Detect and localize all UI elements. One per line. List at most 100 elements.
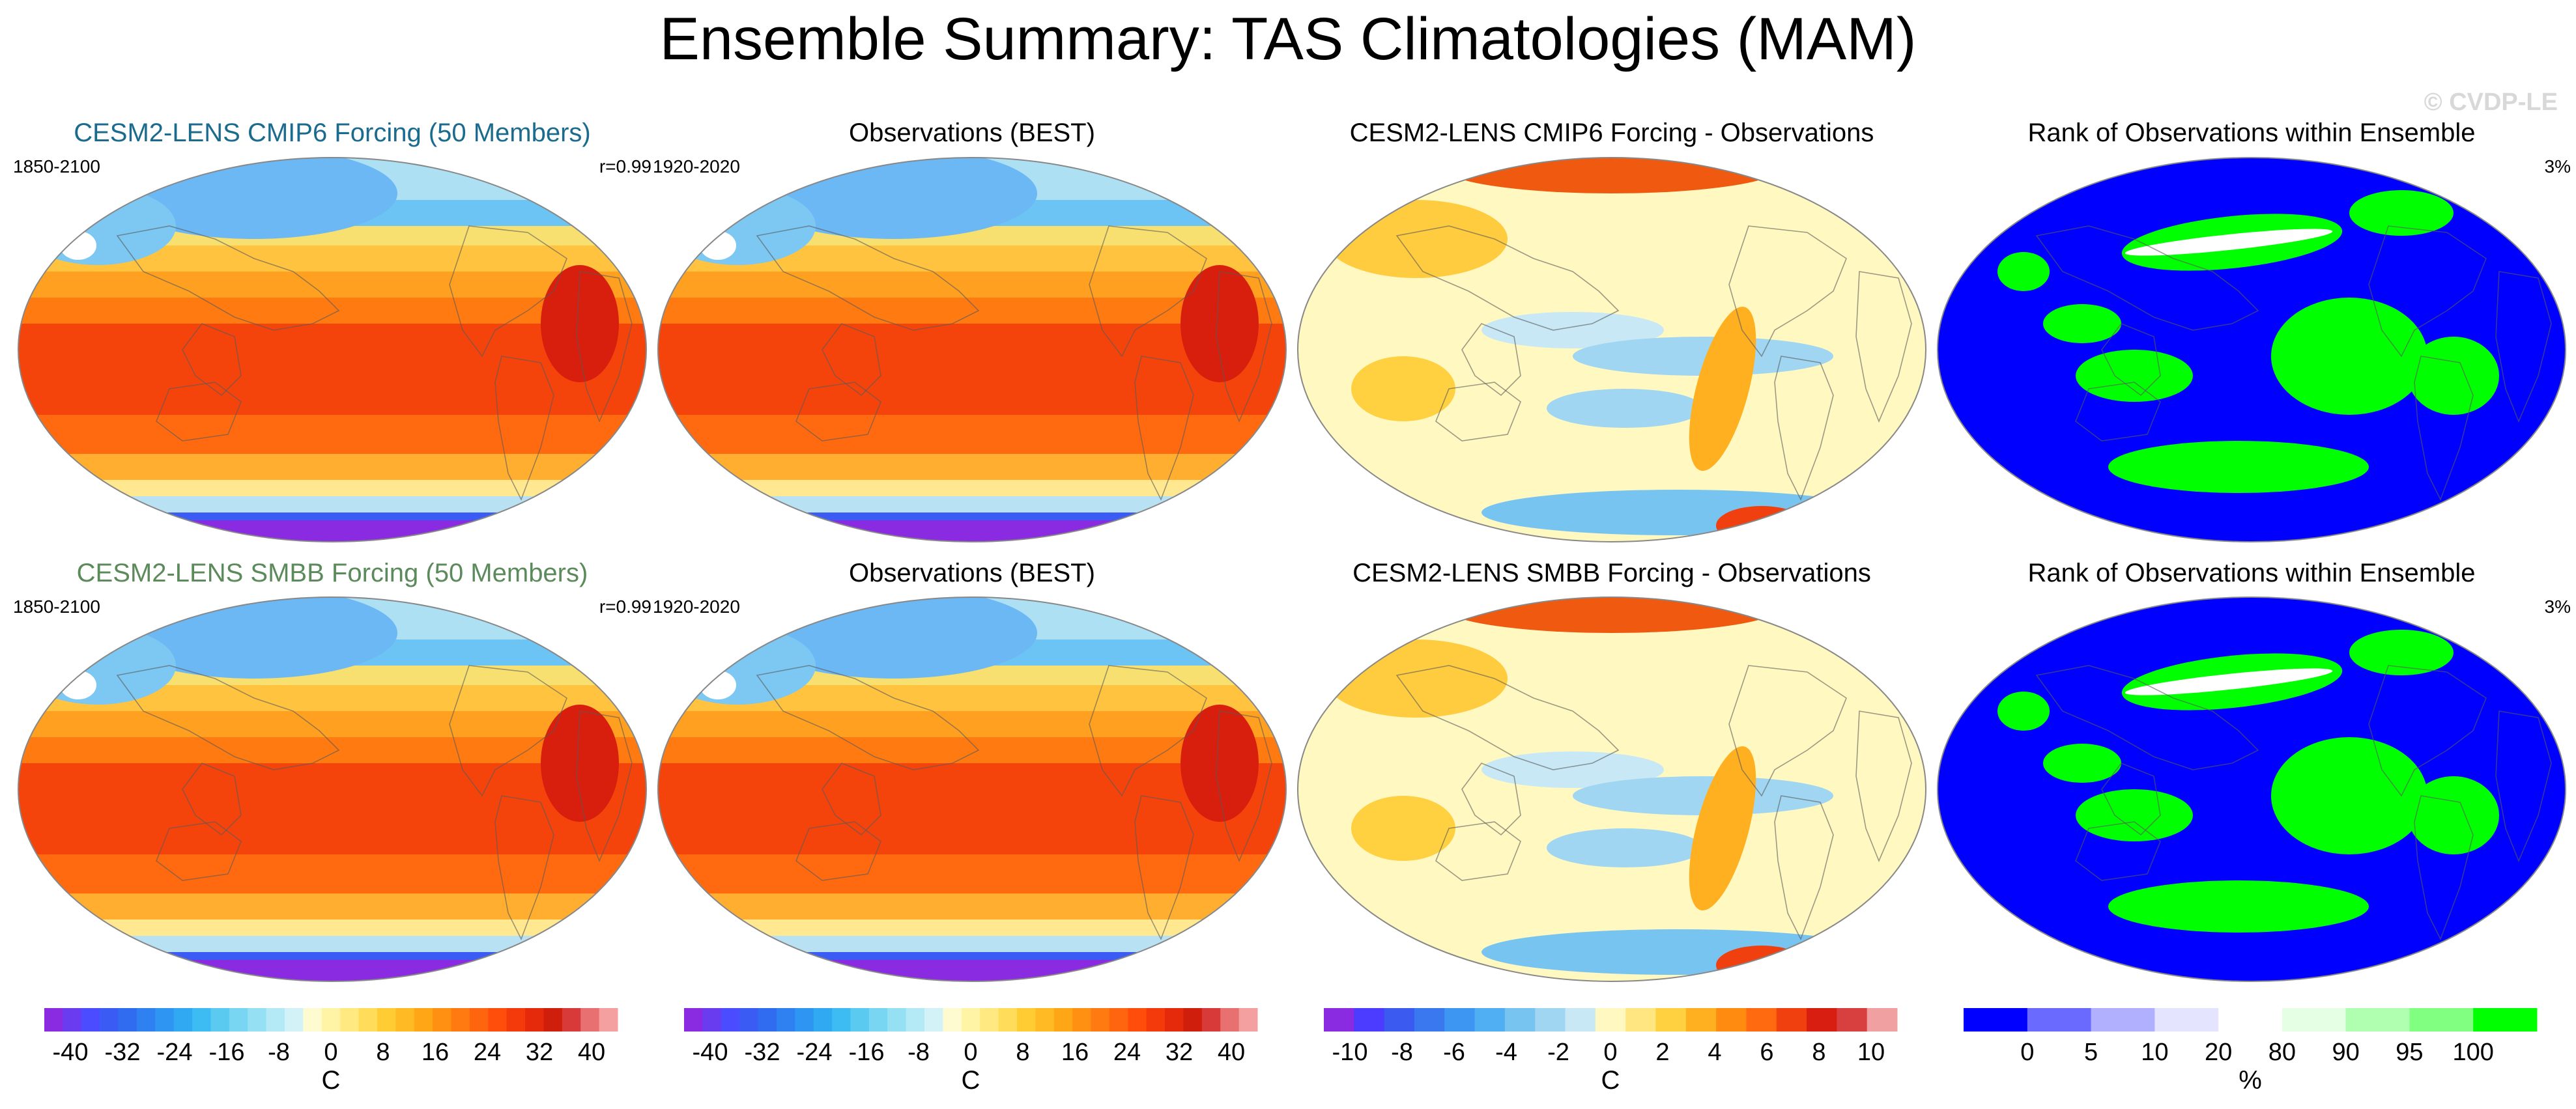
colorbar-swatch bbox=[266, 1008, 285, 1032]
colorbar-swatch bbox=[1776, 1008, 1807, 1032]
colorbar-tick-label: 8 bbox=[1016, 1039, 1029, 1066]
temperature-band bbox=[18, 415, 646, 454]
colorbar-swatch bbox=[562, 1008, 581, 1032]
coastline bbox=[1395, 665, 1620, 770]
colorbar-swatch bbox=[2091, 1008, 2155, 1032]
coastline bbox=[2414, 356, 2474, 501]
figure-title: Ensemble Summary: TAS Climatologies (MAM… bbox=[659, 6, 1917, 72]
tropical-cool-bias bbox=[1573, 776, 1833, 815]
temperature-band bbox=[18, 960, 646, 981]
rank-mid-north-pacific bbox=[2125, 668, 2333, 695]
colorbar-swatch bbox=[81, 1008, 100, 1032]
coastline bbox=[494, 795, 554, 940]
coastline bbox=[1728, 225, 1847, 358]
colorbar-swatch bbox=[285, 1008, 304, 1032]
colorbar-swatch bbox=[832, 1008, 851, 1032]
temperature-band bbox=[658, 936, 1286, 952]
colorbar-swatch bbox=[580, 1008, 600, 1032]
coastline bbox=[1435, 382, 1521, 442]
coastline bbox=[1461, 323, 1521, 397]
south-america-warm-bias bbox=[1689, 746, 1756, 910]
temperature-band bbox=[18, 454, 646, 480]
colorbar: -10 -8 -6 -4 -2 0 2 4 6 8 10 C bbox=[1324, 1008, 1898, 1093]
colorbar-swatch bbox=[469, 1008, 489, 1032]
colorbar-tick-label: 100 bbox=[2453, 1039, 2494, 1066]
temperature-band bbox=[18, 520, 646, 542]
temperature-band bbox=[658, 272, 1286, 298]
colorbar-swatch bbox=[506, 1008, 526, 1032]
colorbar-swatch bbox=[248, 1008, 267, 1032]
colorbar-tick-label: 32 bbox=[1166, 1039, 1193, 1066]
colorbar-swatch bbox=[543, 1008, 563, 1032]
rank-high-indian-ocean bbox=[2043, 304, 2121, 343]
colorbar-unit-label: C bbox=[1601, 1066, 1620, 1093]
coastline bbox=[156, 821, 242, 881]
coastline bbox=[116, 225, 340, 331]
coastline bbox=[1089, 665, 1207, 797]
coastline bbox=[1855, 710, 1912, 863]
tibet-cold-spot bbox=[60, 231, 96, 260]
colorbar-swatch bbox=[1035, 1008, 1055, 1032]
colorbar-tick-label: -32 bbox=[745, 1039, 780, 1066]
colorbar-swatch bbox=[721, 1008, 740, 1032]
south-pacific-cool-bias bbox=[1547, 389, 1703, 428]
temperature-band bbox=[658, 919, 1286, 936]
colorbar-unit-label: C bbox=[962, 1066, 980, 1093]
watermark: © CVDP-LE bbox=[2424, 89, 2558, 116]
colorbar-swatch bbox=[1964, 1008, 2028, 1032]
correlation-label: r=0.99 bbox=[599, 156, 651, 176]
temperature-band bbox=[658, 324, 1286, 415]
temperature-band bbox=[18, 854, 646, 893]
coastline bbox=[1089, 225, 1207, 358]
percent-label: 3% bbox=[2544, 156, 2571, 176]
coastline bbox=[449, 665, 567, 797]
colorbar-tick-label: 40 bbox=[578, 1039, 605, 1066]
colorbar-tick-label: 8 bbox=[1812, 1039, 1825, 1066]
colorbar-swatch bbox=[1072, 1008, 1092, 1032]
colorbar-tick-label: 16 bbox=[1061, 1039, 1089, 1066]
temperature-band bbox=[658, 763, 1286, 854]
temperature-band bbox=[658, 480, 1286, 496]
colorbar-swatch bbox=[758, 1008, 777, 1032]
colorbar-swatch bbox=[1414, 1008, 1445, 1032]
colorbar-swatch bbox=[961, 1008, 980, 1032]
panel-title: Observations (BEST) bbox=[849, 119, 1095, 147]
coastline bbox=[756, 665, 980, 770]
temperature-band bbox=[658, 711, 1286, 737]
colorbar-tick-label: 10 bbox=[1857, 1039, 1885, 1066]
colorbar-tick-label: 40 bbox=[1218, 1039, 1245, 1066]
asia-warm-bias bbox=[1325, 639, 1508, 718]
map-panel bbox=[1297, 597, 1926, 982]
colorbar-unit-label: C bbox=[322, 1066, 341, 1093]
temperature-band bbox=[18, 272, 646, 298]
map-panel bbox=[1297, 157, 1926, 542]
colorbar-swatch bbox=[377, 1008, 396, 1032]
coastline bbox=[576, 271, 633, 423]
temperature-band bbox=[18, 893, 646, 919]
map-panel bbox=[18, 597, 647, 982]
map-border bbox=[1297, 157, 1926, 542]
colorbar-tick-label: -8 bbox=[268, 1039, 290, 1066]
coastline bbox=[1216, 710, 1272, 863]
colorbar-swatch bbox=[210, 1008, 230, 1032]
colorbar-swatch bbox=[1324, 1008, 1354, 1032]
rank-high-southern-ocean bbox=[2108, 880, 2369, 933]
tibet-cold-spot bbox=[60, 671, 96, 699]
colorbar-swatch bbox=[1504, 1008, 1536, 1032]
africa-hot-region bbox=[1181, 265, 1259, 382]
colorbar-tick-label: -24 bbox=[157, 1039, 193, 1066]
colorbar-swatch bbox=[868, 1008, 888, 1032]
colorbar: 0 5 10 20 80 90 95 100% bbox=[1964, 1008, 2538, 1093]
colorbar-tick-label: 8 bbox=[376, 1039, 390, 1066]
colorbar-tick-label: -4 bbox=[1495, 1039, 1517, 1066]
map-border bbox=[1937, 157, 2566, 542]
colorbar-tick-label: 32 bbox=[526, 1039, 553, 1066]
colorbar-swatch bbox=[63, 1008, 82, 1032]
colorbar-tick-label: -32 bbox=[105, 1039, 141, 1066]
temperature-band bbox=[18, 480, 646, 496]
colorbar-swatch bbox=[173, 1008, 193, 1032]
south-america-warm-bias bbox=[1689, 307, 1756, 471]
temperature-band bbox=[658, 893, 1286, 919]
period-label: 1920-2020 bbox=[653, 156, 740, 176]
tibet-cold-spot bbox=[700, 671, 736, 699]
